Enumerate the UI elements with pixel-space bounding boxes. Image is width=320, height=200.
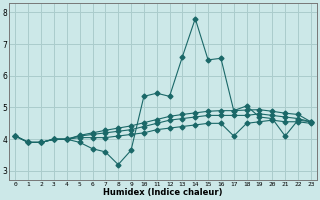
X-axis label: Humidex (Indice chaleur): Humidex (Indice chaleur) — [103, 188, 223, 197]
